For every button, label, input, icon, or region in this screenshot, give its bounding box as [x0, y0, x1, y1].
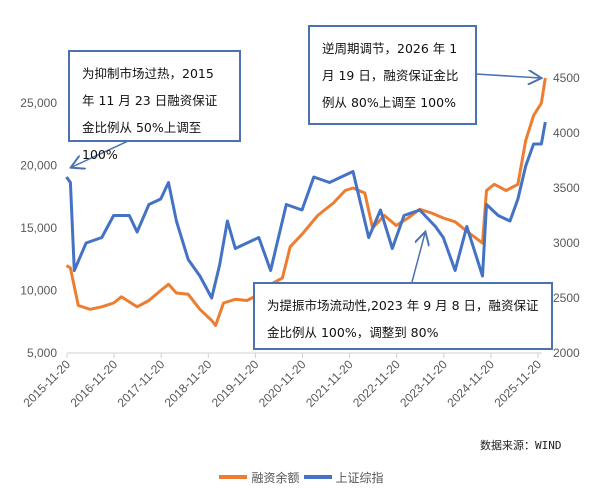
- legend-label: 上证综指: [335, 470, 384, 485]
- x-tick-label: 2018-11-20: [162, 357, 215, 410]
- y-left-tick-label: 25,000: [20, 96, 57, 110]
- y-right-tick-label: 3500: [553, 181, 580, 195]
- legend-label: 融资余额: [251, 470, 300, 485]
- legend-swatch: [303, 475, 332, 479]
- source-note: 数据来源：WIND: [480, 439, 562, 452]
- legend-swatch: [219, 475, 248, 479]
- x-tick-label: 2022-11-20: [350, 357, 403, 410]
- x-tick-label: 2016-11-20: [68, 357, 121, 410]
- y-left-tick-label: 5,000: [27, 346, 57, 360]
- x-tick-label: 2020-11-20: [256, 357, 309, 410]
- y-left-tick-label: 10,000: [20, 284, 57, 298]
- x-tick-label: 2024-11-20: [444, 357, 497, 410]
- annotation-2026: 逆周期调节，2026 年 1 月 19 日，融资保证金比例从 80%上调至 10…: [308, 25, 477, 125]
- legend-item-margin: 融资余额: [219, 469, 300, 486]
- annotation-arrow: [411, 233, 425, 283]
- y-right-tick-label: 3000: [553, 236, 580, 250]
- x-tick-label: 2015-11-20: [20, 357, 73, 410]
- legend-item-sse: 上证综指: [303, 469, 384, 486]
- annotation-2015: 为抑制市场过热，2015 年 11 月 23 日融资保证金比例从 50%上调至 …: [68, 50, 241, 162]
- x-tick-label: 2017-11-20: [115, 357, 168, 410]
- annotation-2023: 为提振市场流动性,2023 年 9 月 8 日，融资保证金比例从 100%，调整…: [253, 282, 553, 350]
- x-tick-label: 2019-11-20: [209, 357, 262, 410]
- annotation-arrow: [475, 74, 540, 78]
- series-line-sse-index: [65, 121, 547, 300]
- x-tick-label: 2025-11-20: [491, 357, 544, 410]
- y-right-tick-label: 4000: [553, 126, 580, 140]
- x-tick-label: 2023-11-20: [397, 357, 450, 410]
- y-right-tick-label: 2500: [553, 291, 580, 305]
- x-tick-label: 2021-11-20: [303, 357, 356, 410]
- legend: 融资余额 上证综指: [0, 468, 603, 486]
- y-left-tick-label: 20,000: [20, 159, 57, 173]
- y-left-tick-label: 15,000: [20, 221, 57, 235]
- y-right-tick-label: 4500: [553, 71, 580, 85]
- y-right-tick-label: 2000: [553, 346, 580, 360]
- annotation-arrow: [72, 140, 129, 167]
